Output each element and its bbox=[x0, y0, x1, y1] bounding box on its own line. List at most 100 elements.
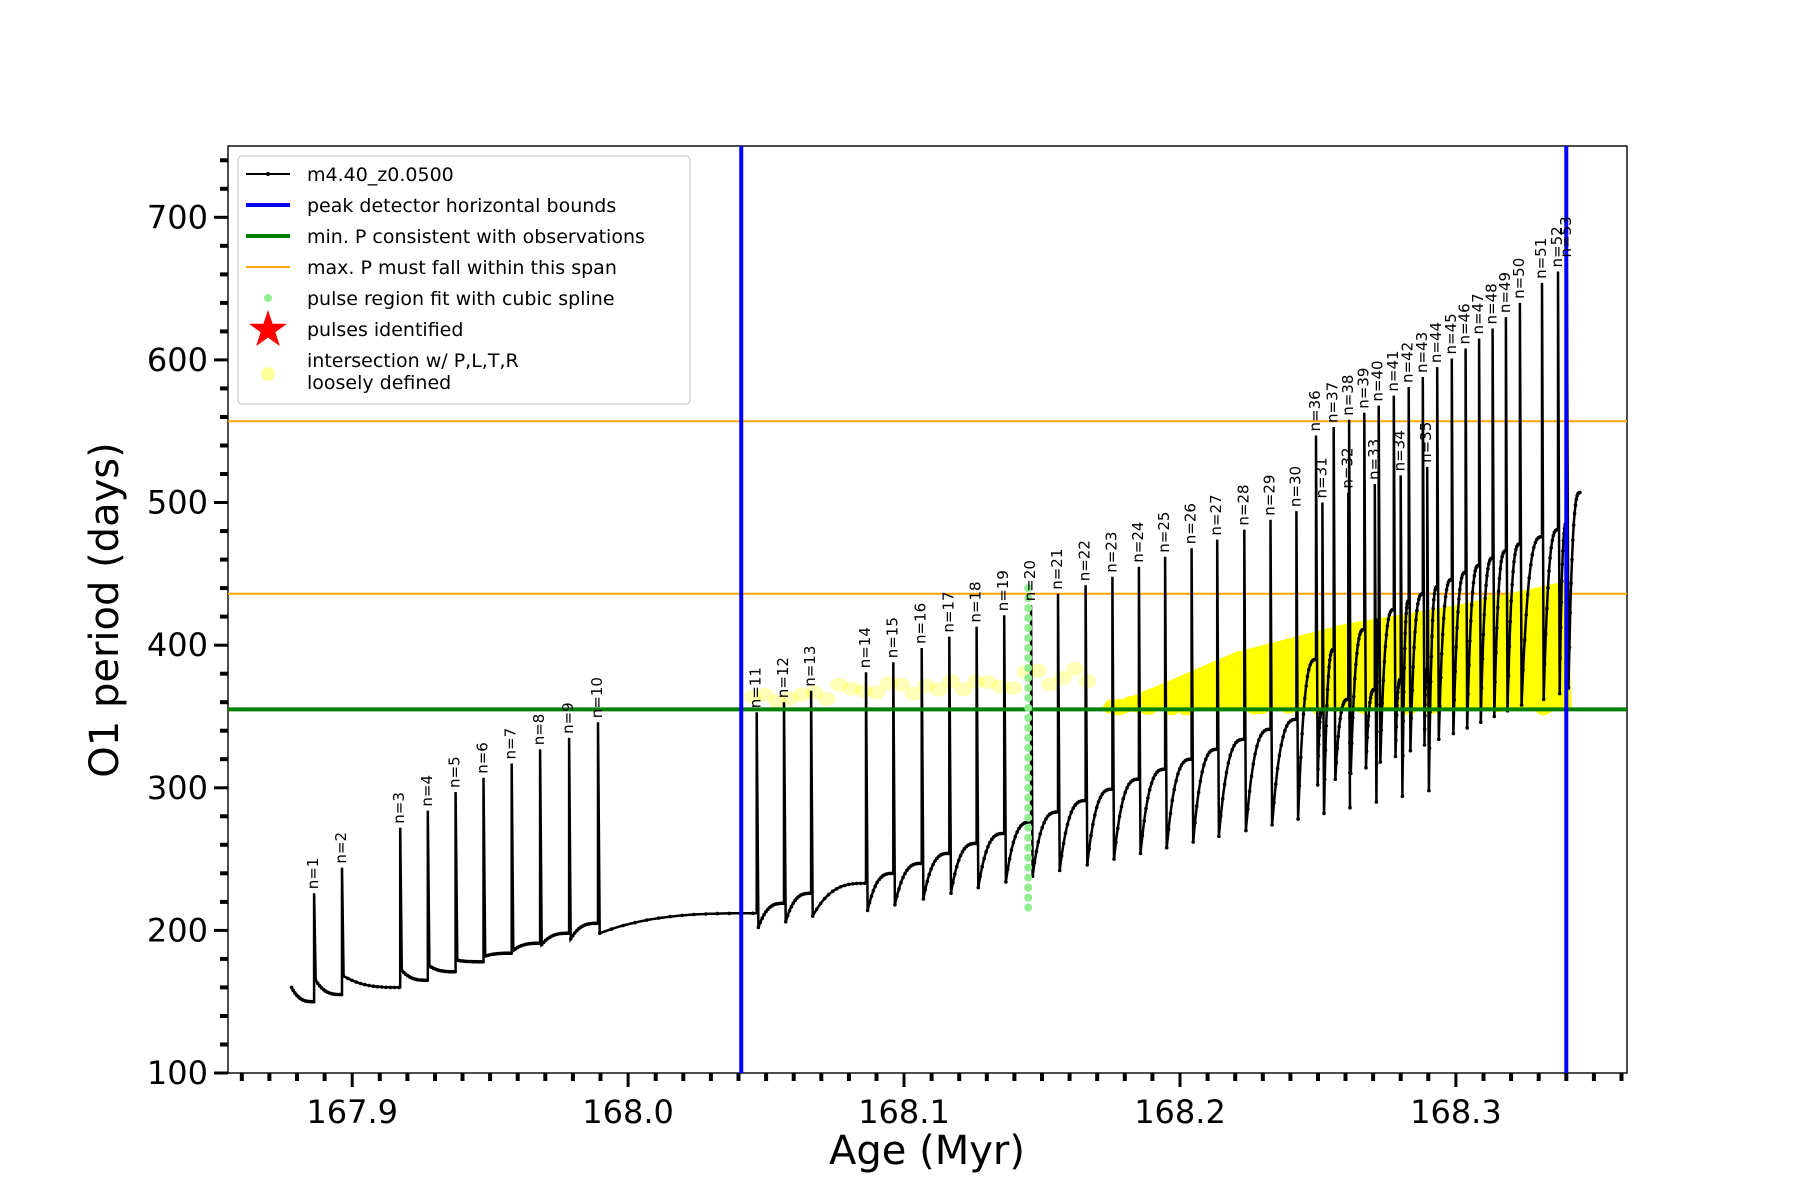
track-point bbox=[980, 864, 984, 869]
track-point bbox=[1458, 580, 1463, 585]
track-point bbox=[1220, 797, 1225, 801]
intersection-point bbox=[942, 674, 960, 689]
intersection-point bbox=[1146, 694, 1163, 707]
spline-point bbox=[1024, 733, 1033, 742]
track-point bbox=[397, 985, 401, 990]
track-point bbox=[1440, 632, 1445, 637]
legend-label-min-period: min. P consistent with observations bbox=[307, 226, 645, 248]
pulse-label: n=45 bbox=[1442, 313, 1460, 354]
track-point bbox=[758, 920, 763, 925]
track-point bbox=[1545, 606, 1549, 611]
track-point bbox=[1422, 727, 1427, 731]
track-point bbox=[1147, 788, 1152, 792]
spline-point bbox=[1024, 743, 1033, 752]
track-point bbox=[1255, 744, 1259, 748]
track-point bbox=[850, 882, 855, 886]
track-point bbox=[1119, 804, 1124, 809]
track-point bbox=[822, 896, 827, 901]
track-point bbox=[453, 969, 457, 974]
pulse-label: n=37 bbox=[1324, 382, 1342, 423]
track-point bbox=[1423, 680, 1428, 684]
spline-point bbox=[1024, 693, 1033, 702]
track-point bbox=[1196, 790, 1201, 795]
track-point bbox=[1404, 611, 1408, 616]
pulse-label: n=14 bbox=[856, 627, 874, 668]
track-point bbox=[1005, 867, 1010, 872]
track-point bbox=[1425, 667, 1429, 672]
track-point bbox=[1125, 786, 1129, 790]
track-point bbox=[1217, 834, 1221, 839]
pulse-label: n=35 bbox=[1417, 422, 1435, 463]
track-point bbox=[897, 887, 901, 891]
track-point bbox=[1375, 662, 1380, 666]
intersection-point bbox=[904, 686, 923, 701]
track-point bbox=[1304, 684, 1308, 688]
track-point bbox=[1333, 777, 1338, 781]
track-point bbox=[1011, 840, 1016, 845]
track-point bbox=[1257, 738, 1261, 742]
track-point bbox=[1402, 666, 1407, 670]
spline-point bbox=[1024, 813, 1033, 822]
intersection-point bbox=[855, 684, 873, 699]
track-point bbox=[384, 985, 388, 990]
track-point bbox=[923, 887, 928, 892]
track-point bbox=[1338, 717, 1342, 721]
track-point bbox=[1347, 695, 1352, 699]
pulse-label: n=40 bbox=[1369, 360, 1387, 401]
track-point bbox=[1453, 669, 1458, 674]
track-point bbox=[1004, 880, 1008, 884]
track-point bbox=[1568, 610, 1572, 615]
track-point bbox=[1294, 717, 1298, 722]
track-point bbox=[1353, 677, 1357, 681]
track-point bbox=[1007, 857, 1012, 861]
intersection-point bbox=[1028, 663, 1047, 678]
track-point bbox=[1457, 597, 1461, 601]
track-point bbox=[1567, 645, 1572, 649]
track-point bbox=[982, 856, 986, 861]
intersection-point bbox=[1078, 674, 1097, 688]
track-point bbox=[814, 907, 819, 912]
track-point bbox=[1468, 639, 1472, 643]
track-point bbox=[927, 872, 931, 877]
pulse-label: n=29 bbox=[1261, 475, 1279, 516]
track-point bbox=[1480, 657, 1485, 661]
track-point bbox=[1386, 617, 1391, 622]
track-point bbox=[1376, 629, 1380, 633]
spline-point bbox=[1024, 703, 1033, 712]
spline-point bbox=[1024, 853, 1033, 862]
pulse-label: n=53 bbox=[1557, 216, 1575, 257]
intersection-point bbox=[1525, 599, 1541, 612]
track-point bbox=[921, 897, 926, 901]
track-point bbox=[1452, 698, 1457, 702]
track-point bbox=[1091, 822, 1095, 827]
track-point bbox=[946, 851, 951, 856]
track-point bbox=[958, 853, 963, 858]
track-point bbox=[1414, 618, 1418, 622]
track-point bbox=[1355, 651, 1359, 656]
track-point bbox=[974, 841, 978, 846]
intersection-point bbox=[1329, 668, 1346, 680]
spline-point bbox=[1024, 644, 1033, 652]
track-point bbox=[1375, 729, 1379, 734]
spline-point bbox=[1024, 664, 1033, 672]
track-point bbox=[1539, 535, 1544, 539]
track-point bbox=[1067, 815, 1072, 820]
track-point bbox=[1420, 592, 1425, 596]
track-point bbox=[1044, 817, 1048, 821]
track-point bbox=[854, 881, 859, 886]
intersection-point bbox=[1066, 661, 1085, 676]
track-point bbox=[715, 911, 720, 916]
track-point bbox=[1347, 655, 1352, 660]
track-point bbox=[633, 920, 637, 925]
track-point bbox=[1572, 511, 1577, 516]
track-point bbox=[1228, 753, 1233, 758]
track-point bbox=[1401, 753, 1405, 758]
track-point bbox=[727, 911, 731, 916]
track-point bbox=[1459, 576, 1464, 580]
track-point bbox=[1396, 685, 1400, 690]
x-tick-label: 167.9 bbox=[306, 1093, 398, 1131]
track-point bbox=[1467, 663, 1471, 667]
track-point bbox=[1219, 814, 1223, 818]
pulse-label: n=48 bbox=[1483, 283, 1501, 324]
track-point bbox=[1277, 753, 1282, 758]
